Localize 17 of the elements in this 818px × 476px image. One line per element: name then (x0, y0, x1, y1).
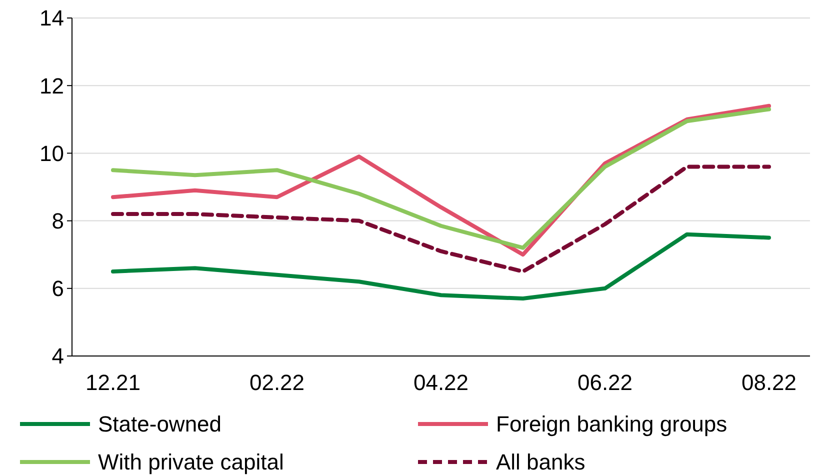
legend-label: Foreign banking groups (496, 412, 728, 437)
y-tick-label: 10 (40, 140, 64, 166)
y-tick-label: 12 (40, 73, 64, 98)
y-tick-label: 14 (40, 6, 64, 31)
x-tick-label: 02.22 (249, 370, 305, 395)
x-tick-label: 08.22 (741, 370, 797, 395)
line-series (111, 164, 771, 274)
y-tick-label: 8 (52, 208, 64, 234)
y-tick-label: 4 (52, 344, 64, 369)
legend-label: All banks (496, 450, 586, 475)
x-tick-label: 04.22 (413, 370, 469, 395)
y-tick-label: 6 (52, 276, 64, 302)
line-series (111, 232, 771, 301)
x-tick-label: 12.21 (85, 370, 141, 395)
legend-label: With private capital (98, 450, 284, 475)
x-tick-label: 06.22 (577, 370, 633, 395)
legend-label: State-owned (98, 412, 222, 437)
